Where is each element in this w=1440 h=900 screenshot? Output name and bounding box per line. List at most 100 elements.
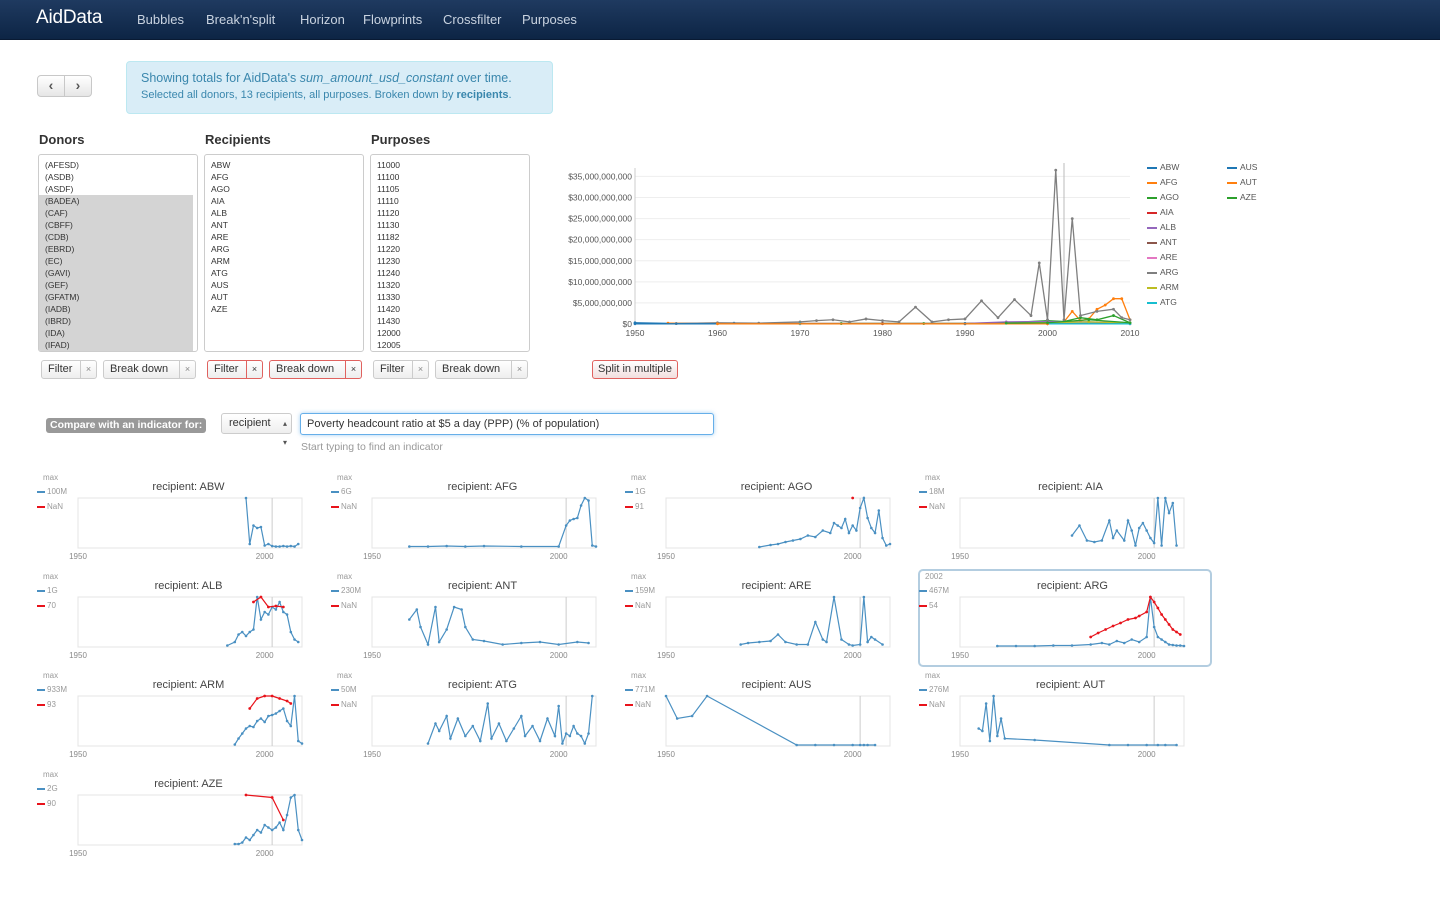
list-option[interactable]: (CBFF) — [39, 219, 193, 231]
list-option[interactable]: (ASDF) — [45, 184, 74, 194]
list-option[interactable]: 11430 — [377, 316, 401, 326]
mini-chart-ago[interactable]: recipient: AGO max 1G 91 1950 2000 — [624, 470, 918, 568]
list-option[interactable]: 11320 — [377, 280, 401, 290]
list-option[interactable]: 12000 — [377, 328, 401, 338]
list-option[interactable]: ANT — [211, 220, 228, 230]
back-button[interactable]: ‹ — [38, 76, 65, 96]
list-option[interactable]: 11220 — [377, 244, 401, 254]
list-option[interactable]: AUT — [211, 292, 228, 302]
legend-item-arm[interactable]: ARM — [1147, 282, 1179, 292]
remove-icon[interactable]: × — [80, 361, 96, 378]
split-in-multiple-button[interactable]: Split in multiple — [592, 360, 678, 379]
list-option[interactable]: 11110 — [377, 196, 399, 206]
legend-item-afg[interactable]: AFG — [1147, 177, 1177, 187]
compare-select[interactable]: recipient ▴ ▾ — [221, 413, 292, 447]
list-option[interactable]: (IBRD) — [39, 315, 193, 327]
list-option[interactable]: 12005 — [377, 340, 401, 350]
legend-item-are[interactable]: ARE — [1147, 252, 1177, 262]
list-option[interactable]: AFG — [211, 172, 229, 182]
purposes-breakdown-button[interactable]: Break down × — [435, 360, 528, 379]
nav-purposes[interactable]: Purposes — [522, 12, 577, 27]
list-option[interactable]: 11100 — [377, 172, 400, 182]
mini-chart-aus[interactable]: recipient: AUS max 771M NaN 1950 2000 — [624, 668, 918, 766]
list-option[interactable]: ARE — [211, 232, 229, 242]
list-option[interactable]: 11330 — [377, 292, 401, 302]
nav-breaknsplit[interactable]: Break'n'split — [206, 12, 276, 27]
legend-item-aia[interactable]: AIA — [1147, 207, 1174, 217]
legend-item-arg[interactable]: ARG — [1147, 267, 1178, 277]
list-option[interactable]: (GAVI) — [39, 267, 193, 279]
mini-chart-arg[interactable]: recipient: ARG 2002 467M 54 1950 2000 — [918, 569, 1212, 667]
recipients-listbox[interactable]: ABW AFG AGO AIA ALB ANT ARE ARG ARM ATG AUS AUT AZE — [204, 154, 364, 352]
list-option[interactable]: (GEF) — [39, 279, 193, 291]
brand-logo[interactable]: AidData — [36, 7, 103, 28]
remove-icon[interactable]: × — [511, 361, 527, 378]
list-option[interactable]: (AFESD) — [45, 160, 79, 170]
remove-icon[interactable]: × — [179, 361, 195, 378]
list-option[interactable]: (EC) — [39, 255, 193, 267]
purposes-filter-button[interactable]: Filter × — [373, 360, 429, 379]
list-option[interactable]: 11230 — [377, 256, 401, 266]
remove-icon[interactable]: × — [246, 361, 262, 378]
mini-chart-aia[interactable]: recipient: AIA max 18M NaN 1950 2000 — [918, 470, 1212, 568]
list-option[interactable]: AZE — [211, 304, 228, 314]
legend-item-aze[interactable]: AZE — [1227, 192, 1257, 202]
list-option[interactable]: 11182 — [377, 232, 400, 242]
list-option[interactable]: 11240 — [377, 268, 401, 278]
mini-chart-aut[interactable]: recipient: AUT max 276M NaN 1950 2000 — [918, 668, 1212, 766]
list-option[interactable]: ARM — [211, 256, 230, 266]
forward-button[interactable]: › — [75, 77, 81, 93]
nav-bubbles[interactable]: Bubbles — [137, 12, 184, 27]
mini-chart-alb[interactable]: recipient: ALB max 1G 70 1950 2000 — [36, 569, 330, 667]
remove-icon[interactable]: × — [345, 361, 361, 378]
mini-chart-aze[interactable]: recipient: AZE max 2G 90 1950 2000 — [36, 767, 330, 865]
legend-item-alb[interactable]: ALB — [1147, 222, 1176, 232]
list-option[interactable]: ALB — [211, 208, 228, 218]
mini-chart-afg[interactable]: recipient: AFG max 6G NaN 1950 2000 — [330, 470, 624, 568]
legend-item-ago[interactable]: AGO — [1147, 192, 1179, 202]
legend-item-abw[interactable]: ABW — [1147, 162, 1179, 172]
mini-chart-ant[interactable]: recipient: ANT max 230M NaN 1950 2000 — [330, 569, 624, 667]
list-option[interactable]: (IADB) — [39, 303, 193, 315]
list-option[interactable]: (GFATM) — [39, 291, 193, 303]
indicator-search-input[interactable]: Poverty headcount ratio at $5 a day (PPP… — [300, 413, 714, 435]
legend-item-aus[interactable]: AUS — [1227, 162, 1257, 172]
list-option[interactable]: ARG — [211, 244, 230, 254]
mini-frame — [665, 497, 891, 549]
list-option[interactable]: AGO — [211, 184, 230, 194]
aid-point — [784, 640, 787, 644]
list-option[interactable]: AIA — [211, 196, 225, 206]
nav-flowprints[interactable]: Flowprints — [363, 12, 423, 27]
list-option[interactable]: (CDB) — [39, 231, 193, 243]
mini-chart-are[interactable]: recipient: ARE max 159M NaN 1950 2000 — [624, 569, 918, 667]
list-option[interactable]: 11000 — [377, 160, 401, 170]
mini-chart-atg[interactable]: recipient: ATG max 50M NaN 1950 2000 — [330, 668, 624, 766]
legend-item-aut[interactable]: AUT — [1227, 177, 1257, 187]
list-option[interactable]: ABW — [211, 160, 231, 170]
legend-item-ant[interactable]: ANT — [1147, 237, 1177, 247]
list-option[interactable]: 11420 — [377, 304, 401, 314]
purposes-listbox[interactable]: 11000 11100 11105 11110 11120 11130 11182 11220… — [370, 154, 530, 352]
list-option[interactable]: (EBRD) — [39, 243, 193, 255]
list-option[interactable]: 11130 — [377, 220, 400, 230]
list-option[interactable]: (CAF) — [39, 207, 193, 219]
donors-filter-button[interactable]: Filter × — [41, 360, 97, 379]
list-option[interactable]: (ASDB) — [45, 172, 74, 182]
list-option[interactable]: ATG — [211, 268, 228, 278]
nav-horizon[interactable]: Horizon — [300, 12, 345, 27]
list-option[interactable]: (BADEA) — [39, 195, 193, 207]
list-option[interactable]: 11120 — [377, 208, 400, 218]
list-option[interactable]: (IDA) — [39, 327, 193, 339]
recipients-filter-button[interactable]: Filter × — [207, 360, 263, 379]
donors-listbox[interactable]: (AFESD) (ASDB) (ASDF) (BADEA) (CAF) (CBFF) (CD… — [38, 154, 198, 352]
mini-chart-arm[interactable]: recipient: ARM max 933M 93 1950 2000 — [36, 668, 330, 766]
remove-icon[interactable]: × — [412, 361, 428, 378]
legend-item-atg[interactable]: ATG — [1147, 297, 1177, 307]
nav-crossfilter[interactable]: Crossfilter — [443, 12, 502, 27]
donors-breakdown-button[interactable]: Break down × — [103, 360, 196, 379]
list-option[interactable]: (IFAD) — [39, 339, 193, 351]
list-option[interactable]: 11105 — [377, 184, 400, 194]
list-option[interactable]: AUS — [211, 280, 229, 290]
recipients-breakdown-button[interactable]: Break down × — [269, 360, 362, 379]
mini-chart-abw[interactable]: recipient: ABW max 100M NaN 1950 2000 — [36, 470, 330, 568]
